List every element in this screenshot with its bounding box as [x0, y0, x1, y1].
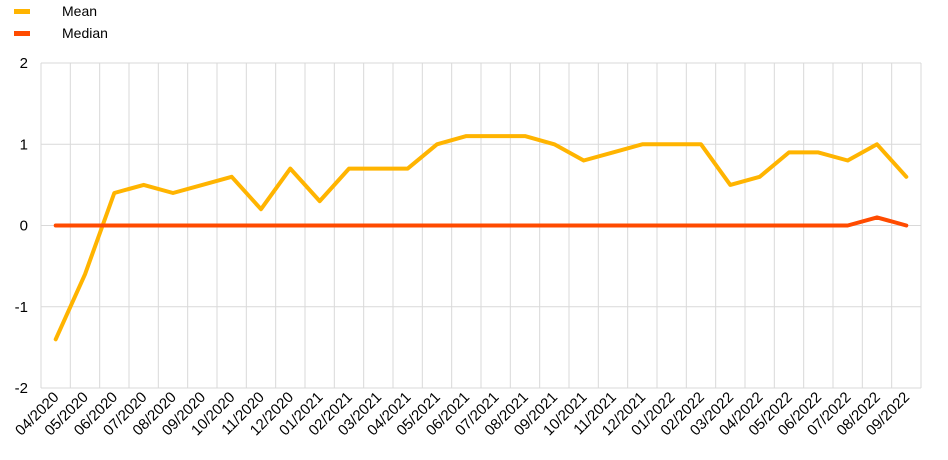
y-tick-label: 0 — [20, 218, 28, 235]
series-line-median — [53, 215, 909, 228]
legend-item-mean: Mean — [14, 0, 108, 22]
series-line-mean — [53, 134, 909, 342]
y-tick-label: 1 — [20, 136, 28, 153]
y-tick-label: -2 — [15, 380, 28, 397]
legend-swatch-median — [14, 30, 30, 36]
y-tick-label: -1 — [15, 299, 28, 316]
legend-swatch-mean — [14, 8, 30, 14]
legend-item-median: Median — [14, 22, 108, 44]
y-tick-label: 2 — [20, 55, 28, 72]
legend-label-median: Median — [62, 25, 108, 41]
legend: Mean Median — [14, 0, 108, 44]
legend-label-mean: Mean — [62, 3, 98, 19]
